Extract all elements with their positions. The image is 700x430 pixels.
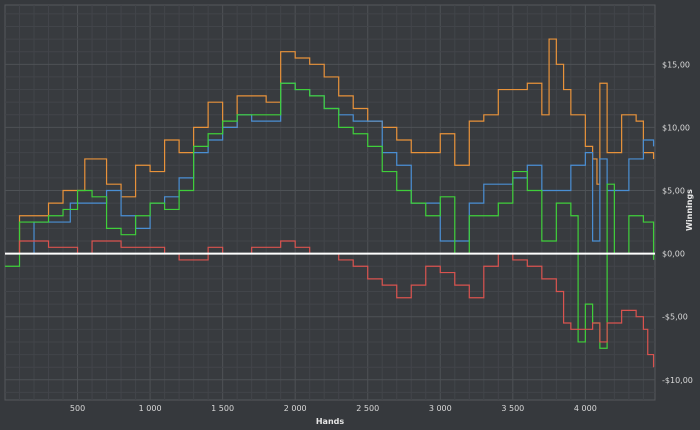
plot-area [4,4,656,401]
x-tick-label: 4 000 [574,404,597,413]
x-tick-label: 3 000 [429,404,452,413]
y-tick-label: -$10,00 [662,376,693,385]
x-axis-title: Hands [316,417,345,426]
y-axis-ticks: $15,00 $10,00 $5,00 $0,00 -$5,00 -$10,00 [662,60,693,384]
series-lines [5,38,655,368]
series-line-1 [5,82,655,255]
x-axis-ticks: 500 1 000 1 500 2 000 2 500 3 000 3 500 4 000 [70,404,597,413]
y-tick-label: $15,00 [662,60,690,69]
x-tick-label: 2 500 [356,404,379,413]
x-tick-label: 1 000 [139,404,162,413]
y-tick-label: -$5,00 [662,313,688,322]
y-tick-label: $5,00 [662,187,685,196]
grid [4,4,656,401]
x-tick-label: 1 500 [211,404,234,413]
series-line-2 [5,82,655,349]
y-tick-label: $0,00 [662,250,685,259]
y-tick-label: $10,00 [662,123,690,132]
series-line-3 [5,240,655,368]
x-tick-label: 3 500 [501,404,524,413]
x-tick-label: 2 000 [284,404,307,413]
y-axis-title: Winnings [685,189,694,231]
x-tick-label: 500 [70,404,85,413]
